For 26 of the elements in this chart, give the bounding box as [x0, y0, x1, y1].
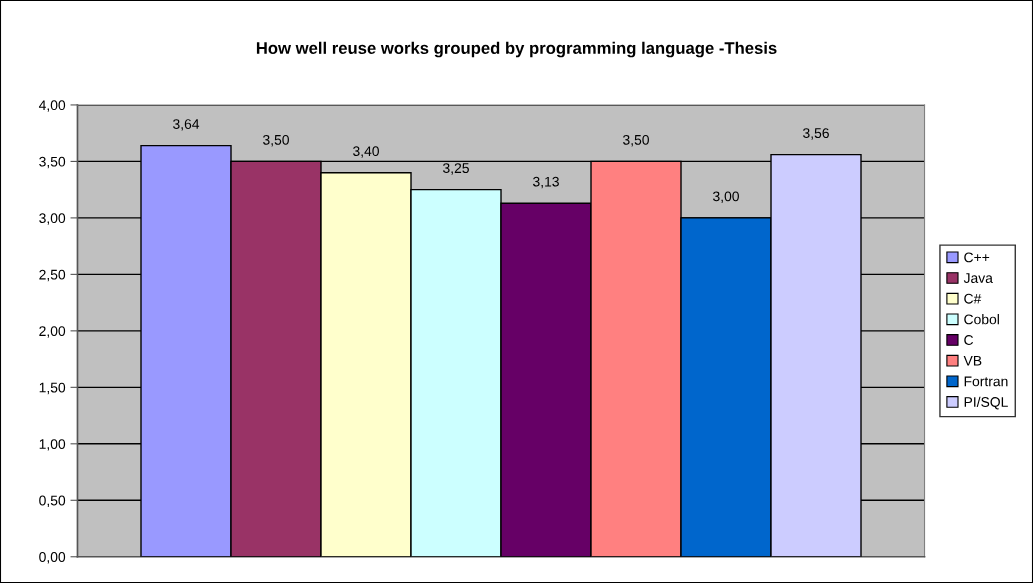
legend-label: C++: [964, 252, 990, 263]
legend-label: Cobol: [964, 314, 999, 325]
data-label: 3,56: [803, 128, 829, 140]
data-label: 3,13: [533, 176, 559, 189]
y-tick-label: 1,00: [39, 439, 66, 451]
chart-title: How well reuse works grouped by programming language -Thesis: [256, 41, 777, 58]
y-tick-label: 0,50: [39, 495, 66, 508]
y-tick-label: 1,50: [39, 382, 66, 395]
legend-label: VB: [963, 355, 982, 366]
legend-label: Fortran: [964, 376, 1008, 387]
y-tick-label: 3,00: [39, 213, 66, 225]
data-label: 3,00: [713, 191, 739, 203]
data-label: 3,64: [173, 119, 200, 131]
legend-label: C: [964, 335, 974, 345]
legend-label: Java: [963, 273, 993, 283]
data-label: 3,25: [443, 163, 469, 175]
y-tick-label: 0,00: [39, 552, 66, 564]
data-label: 3,40: [353, 146, 379, 158]
legend-label: C#: [964, 293, 982, 304]
legend-label: PI/SQL: [964, 396, 1008, 410]
y-tick-label: 3,50: [39, 156, 66, 169]
y-tick-label: 2,50: [39, 269, 66, 282]
y-tick-label: 2,00: [39, 326, 66, 338]
data-label: 3,50: [623, 134, 649, 147]
data-label: 3,50: [263, 134, 289, 147]
y-tick-label: 4,00: [38, 100, 66, 112]
